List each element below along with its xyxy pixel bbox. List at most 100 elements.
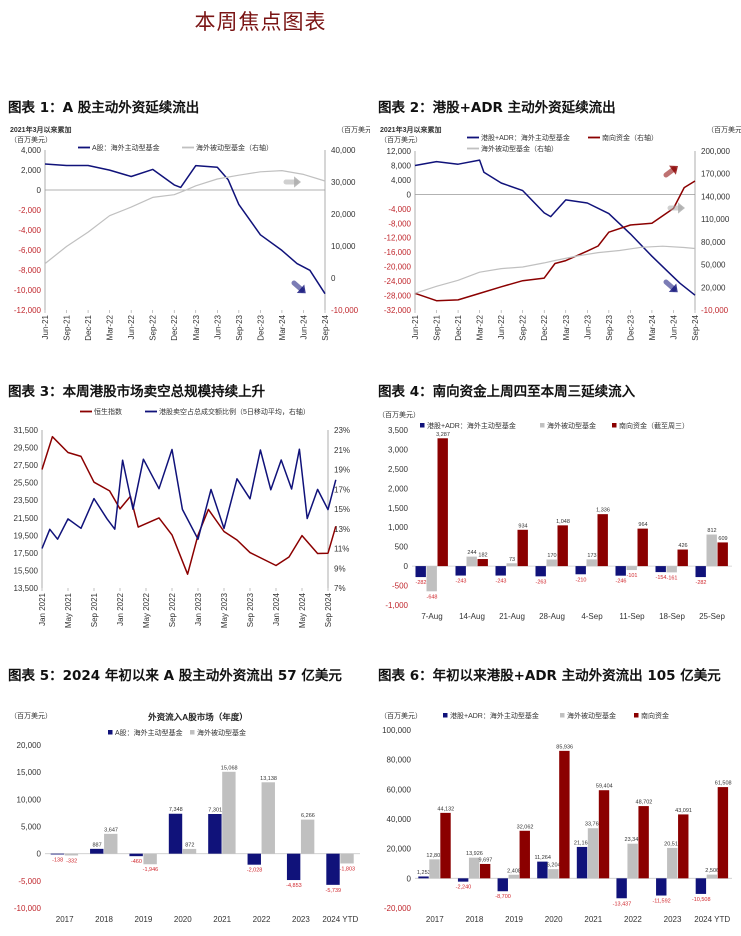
series-line	[44, 169, 326, 265]
x-category-label: 2017	[56, 915, 74, 924]
bar	[695, 566, 706, 578]
y-tick-label: 25,500	[14, 479, 39, 488]
bar	[548, 869, 559, 879]
y-tick-label: -28,000	[384, 292, 412, 301]
bar	[477, 559, 488, 567]
y-right-tick-label: 20,000	[331, 210, 356, 219]
chart-2-hk-adr-flows: 12,000 8,000 4,000 0 -4,000 -8,000 -12,000 -16,…	[380, 125, 741, 341]
y-tick-label: -24,000	[384, 277, 412, 286]
y-tick-label: 17,500	[14, 549, 39, 558]
bar-value-label: -246	[615, 579, 626, 585]
y-tick-label: -10,000	[14, 286, 42, 295]
figure-5-title: 图表 5：2024 年初以来 A 股主动外资流出 57 亿美元	[8, 668, 342, 684]
x-tick-label: Sep 2023	[246, 592, 255, 627]
y-tick-label: 0	[404, 562, 409, 571]
bar-value-label: -154	[655, 575, 666, 581]
bar-value-label: -243	[455, 579, 466, 585]
bar-value-label: 43,091	[675, 808, 692, 814]
y-tick-label: 20,000	[387, 845, 412, 854]
x-tick-label: Sep-22	[519, 314, 528, 340]
bar-value-label: 73	[509, 557, 515, 563]
y-tick-label: 15,000	[17, 768, 42, 777]
bar-value-label: -4,853	[286, 883, 302, 889]
x-tick-label: Sep-23	[605, 314, 614, 340]
bar-value-label: -243	[495, 579, 506, 585]
bar-value-label: -210	[575, 577, 586, 583]
bar-value-label: 934	[518, 523, 527, 529]
y-tick-label: -20,000	[384, 263, 412, 272]
bar	[495, 566, 506, 576]
bar-value-label: 3,647	[104, 827, 118, 833]
bar	[576, 846, 588, 879]
y-tick-label: -32,000	[384, 306, 412, 315]
y-tick-label: 13,500	[14, 584, 39, 593]
bar-value-label: 13,138	[260, 776, 277, 782]
chart-4-southbound-weekly: 3,500 3,000 2,500 2,000 1,500 1,000 500 0 -500 -1…	[378, 410, 732, 621]
bar-value-label: -5,739	[326, 888, 342, 894]
bar	[637, 528, 648, 567]
x-tick-label: Sep 2021	[90, 592, 99, 627]
legend-label: 南向资金	[641, 711, 669, 720]
bar	[667, 847, 678, 879]
x-tick-label: Jan 2023	[194, 592, 203, 625]
x-tick-label: Sep 2024	[324, 592, 333, 627]
x-tick-label: Jun-21	[411, 314, 420, 339]
bar	[208, 813, 222, 854]
x-tick-label: Jan 2022	[116, 592, 125, 625]
y-right-tick-label: 170,000	[701, 170, 730, 179]
bar	[638, 806, 649, 879]
bar	[535, 566, 546, 577]
x-tick-label: Jun-24	[669, 314, 678, 339]
bar-value-label: 426	[678, 543, 687, 549]
y-right-tick-label: 7%	[334, 584, 346, 593]
x-category-label: 2023	[664, 915, 682, 924]
bar	[508, 874, 519, 879]
bar-value-label: 887	[92, 842, 101, 848]
y-tick-label: -10,000	[14, 904, 42, 913]
y-tick-label: 2,500	[388, 465, 409, 474]
legend-label: 海外被动型基金	[567, 711, 616, 720]
y-tick-label: 1,500	[388, 504, 409, 513]
legend-label: 海外被动型基金	[197, 728, 246, 737]
x-category-label: 2022	[624, 915, 642, 924]
bar-value-label: 1,253	[417, 870, 431, 876]
bar-value-label: 32,062	[517, 824, 534, 830]
bar	[415, 566, 426, 578]
x-tick-label: May 2021	[64, 592, 73, 628]
bar-value-label: -161	[666, 575, 677, 581]
legend-swatch	[540, 423, 545, 428]
bar-value-label: -10,508	[692, 897, 711, 903]
bar	[519, 830, 530, 879]
x-tick-label: Sep-21	[433, 314, 442, 340]
legend-label: 南向资金（右轴）	[602, 133, 658, 142]
bar-value-label: 1,048	[556, 519, 570, 525]
x-tick-label: Sep 2022	[168, 592, 177, 627]
bar	[468, 857, 480, 879]
bar	[466, 556, 477, 567]
bar	[104, 833, 118, 854]
y-tick-label: -12,000	[384, 234, 412, 243]
x-tick-label: Mar-24	[278, 314, 287, 340]
x-category-label: 2017	[426, 915, 444, 924]
bar-value-label: 48,702	[636, 800, 653, 806]
bar-value-label: -282	[415, 580, 426, 586]
y-right-tick-label: 40,000	[331, 146, 356, 155]
series-line	[414, 159, 696, 296]
trend-arrowhead-icon	[296, 284, 306, 294]
x-tick-label: Jan 2024	[272, 592, 281, 625]
y-right-tick-label: 30,000	[331, 178, 356, 187]
bar	[426, 566, 437, 592]
y-right-tick-label: 13%	[334, 525, 350, 534]
bar	[455, 566, 466, 576]
x-tick-label: Sep-23	[235, 314, 244, 340]
bar	[286, 853, 301, 881]
y-tick-label: 5,000	[21, 823, 42, 832]
bar	[597, 514, 608, 567]
y-tick-label: 10,000	[17, 795, 42, 804]
y-tick-label: 31,500	[14, 426, 39, 435]
bar	[168, 813, 183, 854]
figure-3-title: 图表 3：本周港股市场卖空总规模持续上升	[8, 384, 266, 400]
bar	[586, 559, 597, 567]
bar-value-label: 61,508	[715, 781, 732, 787]
y-right-tick-label: 20,000	[701, 283, 726, 292]
